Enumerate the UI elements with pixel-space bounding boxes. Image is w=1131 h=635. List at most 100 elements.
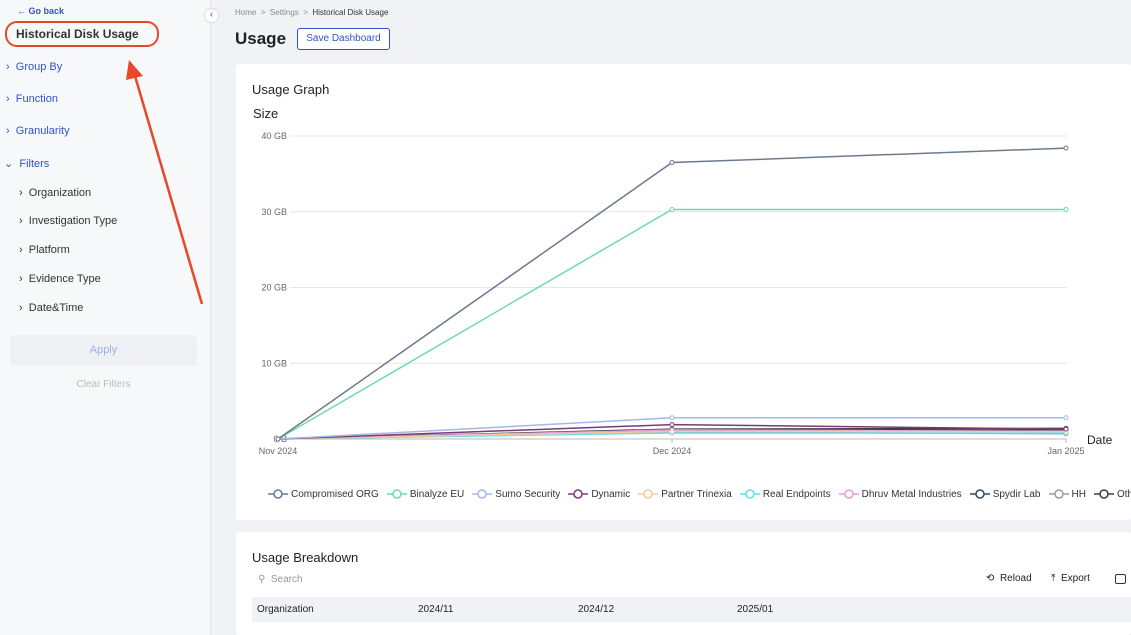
legend-item[interactable]: Spydir Lab: [969, 488, 1041, 500]
data-point: [1063, 206, 1069, 212]
data-point: [669, 428, 675, 434]
menu-function[interactable]: › Function: [6, 93, 58, 105]
column-header[interactable]: 2025/01: [737, 604, 774, 615]
x-tick-label: Nov 2024: [259, 446, 298, 456]
column-header[interactable]: 2024/11: [418, 604, 454, 615]
series-line: [277, 147, 1067, 440]
filter-investigation[interactable]: › Investigation Type: [19, 215, 118, 227]
legend-label: HH: [1071, 488, 1086, 500]
columns-button[interactable]: [1115, 574, 1126, 584]
legend-item[interactable]: Dhruv Metal Industries: [838, 488, 962, 500]
filter-date[interactable]: › Date&Time: [19, 302, 84, 314]
data-point: [669, 415, 675, 421]
menu-filters[interactable]: ⌄ Filters: [4, 158, 50, 170]
legend-label: Sumo Security: [495, 488, 561, 500]
legend-icon: [739, 489, 760, 499]
legend-icon-dot: [745, 489, 755, 499]
crumb: Historical Disk Usage: [312, 8, 389, 17]
data-point: [669, 206, 675, 212]
x-tick-label: Dec 2024: [653, 446, 692, 456]
legend-item[interactable]: Binalyze EU: [386, 488, 465, 500]
sidebar-title: Historical Disk Usage: [16, 27, 139, 41]
page-title: Usage: [235, 29, 287, 48]
breakdown-title: Usage Breakdown: [252, 550, 359, 565]
legend-icon-dot: [974, 489, 985, 499]
table-header: Organization 2024/11 2024/12 2025/01: [252, 597, 1131, 622]
column-header[interactable]: Organization: [257, 604, 314, 615]
legend-icon: [838, 489, 859, 499]
legend-icon-dot: [273, 489, 283, 499]
y-tick-label: 10 GB: [261, 358, 287, 368]
legend-label: Dynamic: [591, 488, 631, 500]
reload-button[interactable]: ⟲ Reload: [986, 573, 1032, 584]
legend-icon: [472, 489, 493, 499]
menu-granularity[interactable]: › Granularity: [6, 125, 70, 137]
legend-icon: [969, 489, 990, 499]
go-back[interactable]: ← Go back: [17, 6, 65, 16]
legend-icon-dot: [477, 489, 488, 499]
legend-label: Dhruv Metal Industries: [861, 488, 962, 500]
save-dashboard-button[interactable]: Save Dashboard: [297, 28, 390, 50]
filter-organization[interactable]: › Organization: [19, 187, 92, 199]
filter-platform[interactable]: › Platform: [19, 244, 70, 256]
legend: Compromised ORG Binalyze EU Sumo Security D…: [268, 488, 1131, 500]
legend-item[interactable]: Others: [1093, 488, 1131, 500]
legend-icon-dot: [843, 489, 854, 499]
crumb[interactable]: Home: [235, 8, 257, 17]
data-point: [1063, 426, 1069, 432]
legend-icon: [1093, 489, 1114, 499]
export-button[interactable]: ⤒ Export: [1051, 573, 1090, 584]
data-point: [275, 436, 281, 442]
series-line: [277, 208, 1066, 440]
data-point: [669, 422, 675, 428]
legend-label: Others: [1116, 488, 1131, 500]
legend-item[interactable]: HH: [1048, 488, 1086, 500]
legend-item[interactable]: Partner Trinexia: [638, 488, 732, 500]
filter-evidence[interactable]: › Evidence Type: [19, 273, 101, 285]
legend-icon: [638, 489, 659, 499]
sidebar: ← Go back Historical Disk Usage › Group …: [0, 0, 211, 635]
legend-label: Spydir Lab: [992, 488, 1041, 500]
data-point: [669, 160, 675, 166]
legend-icon-dot: [573, 489, 584, 499]
crumb[interactable]: Settings: [269, 8, 299, 17]
legend-label: Partner Trinexia: [661, 488, 732, 500]
legend-label: Compromised ORG: [291, 488, 379, 500]
column-header[interactable]: 2024/12: [578, 604, 615, 615]
y-tick-label: 40 GB: [261, 131, 287, 141]
legend-icon-dot: [643, 489, 653, 499]
menu-group-by[interactable]: › Group By: [6, 61, 63, 73]
y-axis-label: Size: [253, 106, 278, 121]
legend-item[interactable]: Sumo Security: [472, 488, 560, 500]
legend-icon-dot: [1099, 489, 1109, 499]
go-back-text[interactable]: Go back: [28, 6, 65, 16]
legend-icon-dot: [1053, 489, 1064, 499]
legend-icon-dot: [392, 489, 402, 499]
data-point: [1063, 145, 1069, 151]
data-point: [1063, 415, 1069, 421]
x-tick-label: Jan 2025: [1047, 446, 1084, 456]
breakdown-card: Usage Breakdown ⚲ Search ⟲ Reload ⤒ Expo…: [236, 532, 1131, 635]
chart-title: Usage Graph: [252, 82, 329, 97]
legend-icon: [1048, 489, 1069, 499]
legend-item[interactable]: Real Endpoints: [739, 488, 831, 500]
x-axis-label: Date: [1087, 433, 1113, 447]
legend-icon: [386, 489, 407, 499]
legend-icon: [568, 489, 589, 499]
legend-icon: [268, 489, 288, 499]
legend-label: Binalyze EU: [409, 488, 465, 500]
legend-label: Real Endpoints: [762, 488, 831, 500]
legend-item[interactable]: Dynamic: [568, 488, 630, 500]
clear-filters[interactable]: Clear Filters: [76, 379, 131, 390]
legend-item[interactable]: Compromised ORG: [268, 488, 379, 500]
collapse-button[interactable]: ‹: [204, 8, 219, 23]
apply-button[interactable]: Apply: [10, 335, 197, 365]
highlight-outline: [5, 21, 159, 47]
y-tick-label: 20 GB: [261, 283, 287, 293]
breadcrumb: Home > Settings > Historical Disk Usage: [235, 8, 389, 17]
y-tick-label: 30 GB: [261, 207, 287, 217]
search-box[interactable]: ⚲ Search: [258, 574, 303, 585]
